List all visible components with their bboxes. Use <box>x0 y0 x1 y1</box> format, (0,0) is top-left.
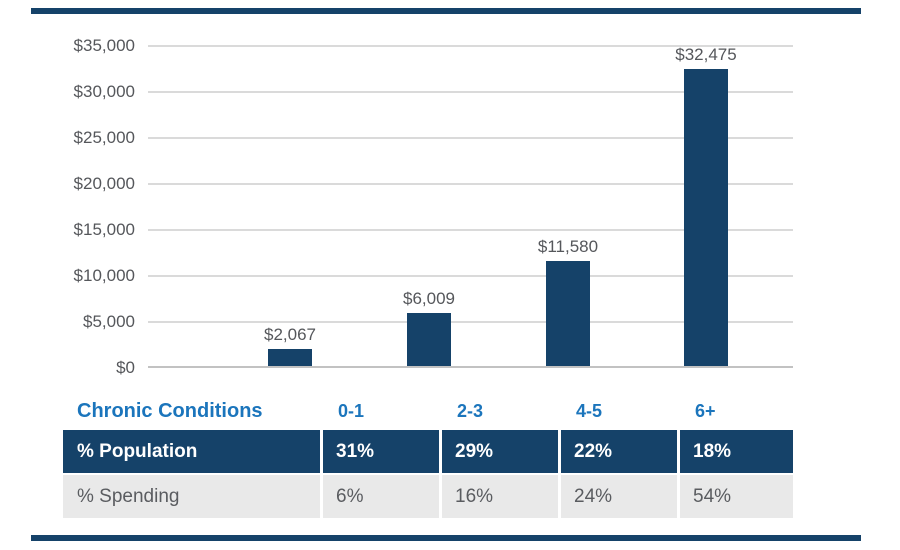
chronic-conditions-header-row: Chronic Conditions 0-1 2-3 4-5 6+ <box>63 396 793 426</box>
bar-4-5 <box>546 261 590 366</box>
category-label-0-1: 0-1 <box>338 401 365 421</box>
bar-value-label: $6,009 <box>403 289 455 308</box>
population-cell-2-3: 29% <box>442 430 558 473</box>
population-cell-6plus: 18% <box>680 430 793 473</box>
bottom-divider-rule <box>31 535 861 541</box>
chronic-conditions-label: Chronic Conditions <box>77 400 263 422</box>
bar-value-label: $11,580 <box>537 237 599 256</box>
gridline <box>148 321 793 323</box>
bar-value-label: $2,067 <box>264 325 316 344</box>
bar-6+ <box>684 69 728 366</box>
gridline <box>148 183 793 185</box>
gridline <box>148 275 793 277</box>
spending-cell-6plus: 54% <box>680 475 793 518</box>
bar-2-3 <box>407 313 451 366</box>
y-axis-tick-label: $15,000 <box>73 220 135 239</box>
spending-cell-2-3: 16% <box>442 475 558 518</box>
population-cell-0-1: 31% <box>323 430 439 473</box>
y-axis-tick-label: $0 <box>116 358 135 377</box>
x-axis-baseline <box>148 366 793 368</box>
y-axis-tick-label: $30,000 <box>73 82 135 101</box>
gridline <box>148 91 793 93</box>
population-spending-table: % Population 31% 29% 22% 18% % Spending … <box>63 430 793 518</box>
population-cell-4-5: 22% <box>561 430 677 473</box>
y-axis-tick-label: $35,000 <box>73 36 135 55</box>
y-axis-tick-label: $25,000 <box>73 128 135 147</box>
category-label-6plus: 6+ <box>695 401 716 421</box>
spending-cell-0-1: 6% <box>323 475 439 518</box>
spending-row-label: % Spending <box>63 475 320 518</box>
bar-0-1 <box>268 349 312 366</box>
top-divider-rule <box>31 8 861 14</box>
category-label-2-3: 2-3 <box>457 401 484 421</box>
spending-row: % Spending 6% 16% 24% 54% <box>63 475 793 518</box>
y-axis-tick-label: $20,000 <box>73 174 135 193</box>
category-label-4-5: 4-5 <box>576 401 603 421</box>
gridline <box>148 137 793 139</box>
bar-value-label: $32,475 <box>675 45 737 64</box>
gridline <box>148 45 793 47</box>
population-row-label: % Population <box>63 430 320 473</box>
y-axis-tick-label: $5,000 <box>83 312 135 331</box>
gridline <box>148 229 793 231</box>
population-row: % Population 31% 29% 22% 18% <box>63 430 793 473</box>
y-axis-tick-label: $10,000 <box>73 266 135 285</box>
spending-cell-4-5: 24% <box>561 475 677 518</box>
